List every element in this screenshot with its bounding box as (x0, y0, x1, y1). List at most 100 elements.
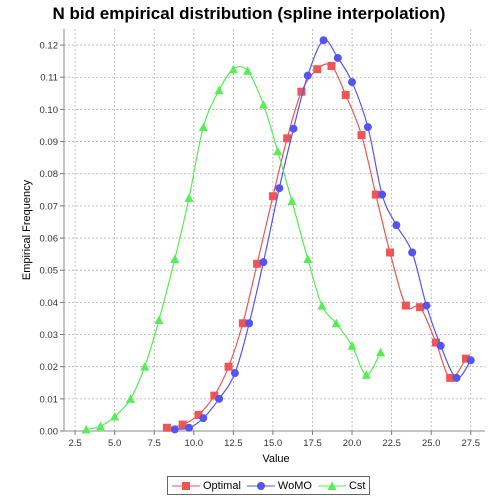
data-point-womo (259, 258, 268, 267)
y-tick-label: 0.10 (40, 105, 59, 116)
axes: 0.00 0.01 0.02 0.03 0.04 0.05 0.06 0.07 0.08 0.09… (40, 29, 485, 449)
x-tick-label: 12.5 (224, 438, 243, 449)
data-point-cst (198, 122, 208, 132)
data-point-womo (452, 373, 461, 382)
data-point-optimal (371, 190, 380, 199)
data-point-womo (392, 221, 401, 230)
data-point-womo (215, 394, 224, 403)
data-point-optimal (446, 373, 455, 382)
data-point-optimal (431, 338, 440, 347)
y-tick-label: 0.06 (40, 234, 59, 245)
data-point-optimal (253, 259, 262, 268)
data-point-cst (154, 315, 164, 325)
data-point-optimal (238, 319, 247, 328)
x-tick-label: 10.0 (185, 438, 204, 449)
data-point-womo (245, 319, 254, 328)
data-point-optimal (401, 301, 410, 310)
data-point-optimal (313, 65, 322, 74)
data-point-cst (273, 146, 283, 156)
data-point-cst (184, 193, 194, 202)
data-point-cst (376, 347, 386, 357)
data-point-optimal (297, 87, 306, 96)
data-point-cst (317, 301, 327, 310)
data-point-optimal (194, 410, 203, 419)
y-tick-label: 0.00 (40, 427, 59, 438)
legend: Optimal WoMO Cst (167, 476, 371, 495)
legend-label-womo: WoMO (277, 479, 312, 492)
x-tick-label: 25.0 (422, 438, 441, 449)
data-point-womo (348, 78, 357, 87)
data-point-womo (319, 36, 328, 45)
x-axis-label: Value (262, 453, 289, 465)
data-point-cst (110, 412, 120, 421)
data-point-optimal (327, 61, 336, 70)
data-point-optimal (386, 248, 395, 257)
data-point-womo (378, 190, 387, 199)
legend-swatch-optimal (172, 481, 200, 490)
data-point-cst (361, 370, 371, 379)
legend-swatch-womo (246, 481, 275, 490)
x-tick-label: 27.5 (462, 438, 481, 449)
y-tick-label: 0.05 (40, 266, 59, 277)
chart-title: N bid empirical distribution (spline int… (52, 4, 446, 23)
data-point-cst (347, 341, 357, 350)
grid-lines (64, 29, 485, 432)
y-tick-label: 0.08 (40, 169, 59, 180)
data-point-womo (408, 248, 417, 257)
data-point-cst (214, 85, 224, 95)
legend-item-cst: Cst (317, 479, 366, 492)
data-point-optimal (210, 391, 219, 400)
data-point-womo (199, 414, 208, 423)
data-point-cst (228, 64, 238, 74)
series-lines (81, 36, 475, 434)
y-tick-label: 0.02 (40, 362, 59, 373)
y-tick-label: 0.03 (40, 330, 59, 341)
data-point-optimal (268, 192, 277, 201)
data-point-cst (258, 100, 268, 109)
data-point-optimal (341, 90, 350, 99)
legend-label-cst: Cst (348, 479, 366, 492)
data-point-cst (81, 424, 91, 434)
x-tick-label: 15.0 (264, 438, 283, 449)
x-tick-label: 7.5 (148, 438, 161, 449)
legend-item-womo: WoMO (246, 479, 312, 492)
y-tick-label: 0.09 (40, 137, 59, 148)
data-point-optimal (224, 362, 233, 371)
data-point-womo (275, 184, 284, 193)
data-point-womo (170, 425, 179, 434)
data-point-cst (243, 66, 253, 75)
data-point-optimal (357, 131, 366, 140)
data-point-womo (466, 356, 475, 365)
data-point-cst (170, 254, 180, 263)
y-tick-label: 0.11 (40, 73, 58, 84)
data-point-womo (422, 301, 431, 310)
data-point-womo (436, 341, 445, 350)
data-point-cst (303, 254, 313, 263)
data-point-womo (303, 71, 312, 80)
x-tick-label: 22.5 (382, 438, 401, 449)
x-tick-label: 2.5 (68, 438, 81, 449)
y-tick-label: 0.07 (40, 201, 59, 212)
data-point-cst (125, 394, 135, 403)
x-tick-label: 5.0 (108, 438, 121, 449)
data-point-cst (331, 318, 341, 328)
legend-item-optimal: Optimal (172, 480, 241, 492)
data-point-womo (230, 369, 239, 378)
data-point-optimal (462, 354, 471, 363)
data-point-cst (287, 196, 297, 206)
data-point-womo (289, 124, 298, 133)
data-point-optimal (283, 134, 292, 143)
data-point-cst (95, 421, 105, 431)
data-point-optimal (416, 303, 425, 312)
data-point-womo (333, 53, 342, 62)
y-tick-label: 0.04 (40, 298, 59, 309)
data-point-optimal (178, 420, 187, 429)
x-tick-label: 17.5 (303, 438, 322, 449)
y-tick-label: 0.12 (40, 41, 59, 52)
data-point-womo (363, 123, 372, 132)
data-point-womo (185, 423, 194, 432)
legend-label-optimal: Optimal (203, 479, 241, 492)
legend-swatch-cst (317, 481, 346, 490)
plot-background (64, 29, 485, 431)
